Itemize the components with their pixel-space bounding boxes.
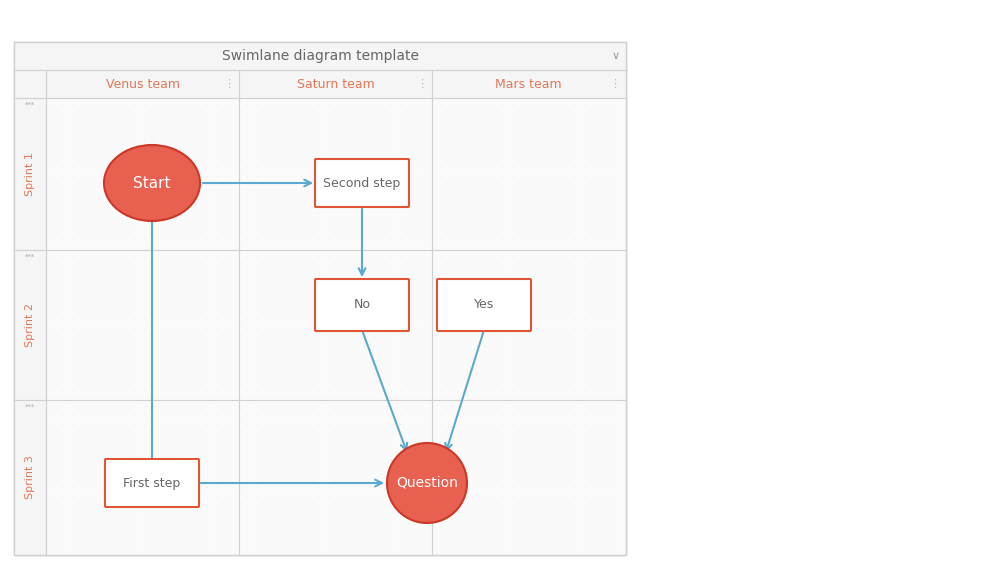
Text: Mars team: Mars team	[495, 78, 561, 91]
Bar	[239, 400, 432, 555]
Text: First step: First step	[124, 477, 180, 489]
Bar	[14, 98, 46, 250]
Bar	[14, 70, 626, 98]
Bar	[432, 400, 625, 555]
Text: Start: Start	[134, 176, 170, 190]
FancyBboxPatch shape	[437, 279, 531, 331]
Text: Question: Question	[396, 476, 458, 490]
Bar	[14, 400, 46, 555]
Circle shape	[387, 443, 467, 523]
Text: Yes: Yes	[474, 298, 494, 311]
Text: Saturn team: Saturn team	[297, 78, 374, 91]
Text: ***: ***	[25, 254, 35, 260]
FancyBboxPatch shape	[315, 279, 409, 331]
Text: Sprint 3: Sprint 3	[25, 456, 35, 499]
Bar	[46, 98, 239, 250]
Text: Venus team: Venus team	[106, 78, 179, 91]
Text: ***: ***	[25, 404, 35, 410]
Text: ***: ***	[25, 102, 35, 108]
Text: ∨: ∨	[612, 51, 620, 61]
Bar	[46, 400, 239, 555]
FancyBboxPatch shape	[105, 459, 199, 507]
Text: ⋮: ⋮	[224, 79, 235, 89]
Ellipse shape	[104, 145, 200, 221]
Bar	[14, 42, 626, 555]
Bar	[432, 250, 625, 400]
Text: Swimlane diagram template: Swimlane diagram template	[222, 49, 419, 63]
Bar	[14, 250, 46, 400]
Text: Sprint 1: Sprint 1	[25, 152, 35, 196]
Text: Sprint 2: Sprint 2	[25, 303, 35, 347]
Bar	[14, 42, 626, 555]
Bar	[14, 42, 626, 70]
FancyBboxPatch shape	[315, 159, 409, 207]
Bar	[46, 250, 239, 400]
Text: No: No	[353, 298, 370, 311]
Text: ⋮: ⋮	[417, 79, 428, 89]
Bar	[239, 98, 432, 250]
Text: Second step: Second step	[324, 176, 401, 189]
Bar	[432, 98, 625, 250]
Bar	[239, 250, 432, 400]
Text: ⋮: ⋮	[610, 79, 621, 89]
